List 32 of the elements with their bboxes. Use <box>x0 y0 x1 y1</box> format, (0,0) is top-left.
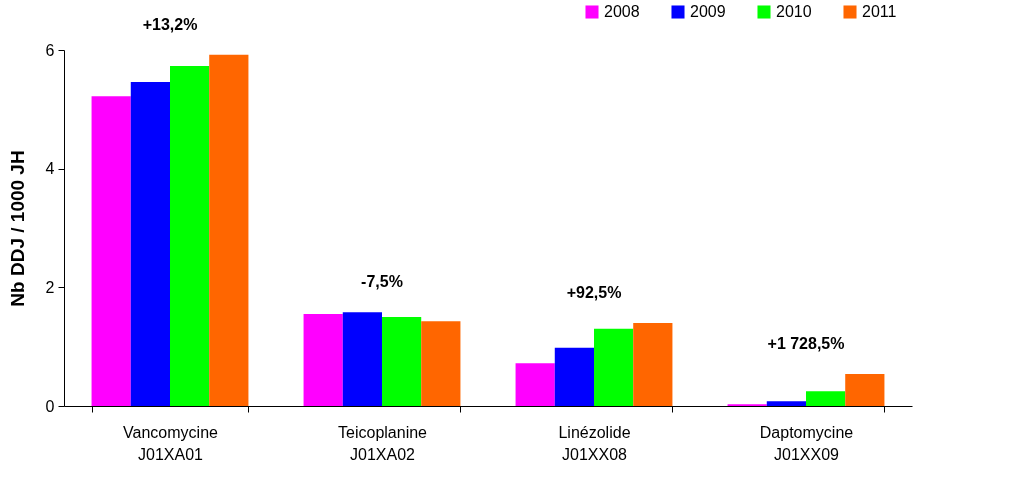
bar <box>342 312 382 406</box>
bar <box>515 363 555 406</box>
x-tick-label: Vancomycine J01XA01 <box>123 423 219 463</box>
annotation: +1 728,5% <box>767 334 845 352</box>
legend-label: 2009 <box>690 3 726 20</box>
x-tick-label: Teicoplanine J01XA02 <box>338 423 428 463</box>
legend-label: 2011 <box>862 3 897 20</box>
y-tick-label: 0 <box>45 397 55 415</box>
y-tick-label: 2 <box>45 278 55 296</box>
bar <box>382 317 422 406</box>
bar <box>209 54 249 406</box>
bar <box>421 321 461 406</box>
bar <box>170 66 210 406</box>
bar <box>91 96 131 406</box>
bar <box>303 314 343 406</box>
y-tick-label: 6 <box>45 41 55 59</box>
bar <box>633 322 673 406</box>
y-axis-title: Nb DDJ / 1000 JH <box>6 150 28 307</box>
y-tick-label: 4 <box>45 160 55 178</box>
bar <box>766 401 806 406</box>
bar <box>554 347 594 406</box>
bar <box>594 328 634 406</box>
text: +13,2% <box>142 15 198 33</box>
legend-label: 2008 <box>604 3 640 20</box>
x-tick-label: Daptomycine J01XX09 <box>759 423 854 463</box>
x-tick-label: Linézolide J01XX08 <box>558 423 631 463</box>
annotation: -7,5% <box>361 273 403 291</box>
bar <box>806 391 846 406</box>
bar <box>845 373 885 406</box>
annotation: +92,5% <box>566 283 622 301</box>
bar <box>130 82 170 406</box>
legend-label: 2010 <box>776 3 812 20</box>
